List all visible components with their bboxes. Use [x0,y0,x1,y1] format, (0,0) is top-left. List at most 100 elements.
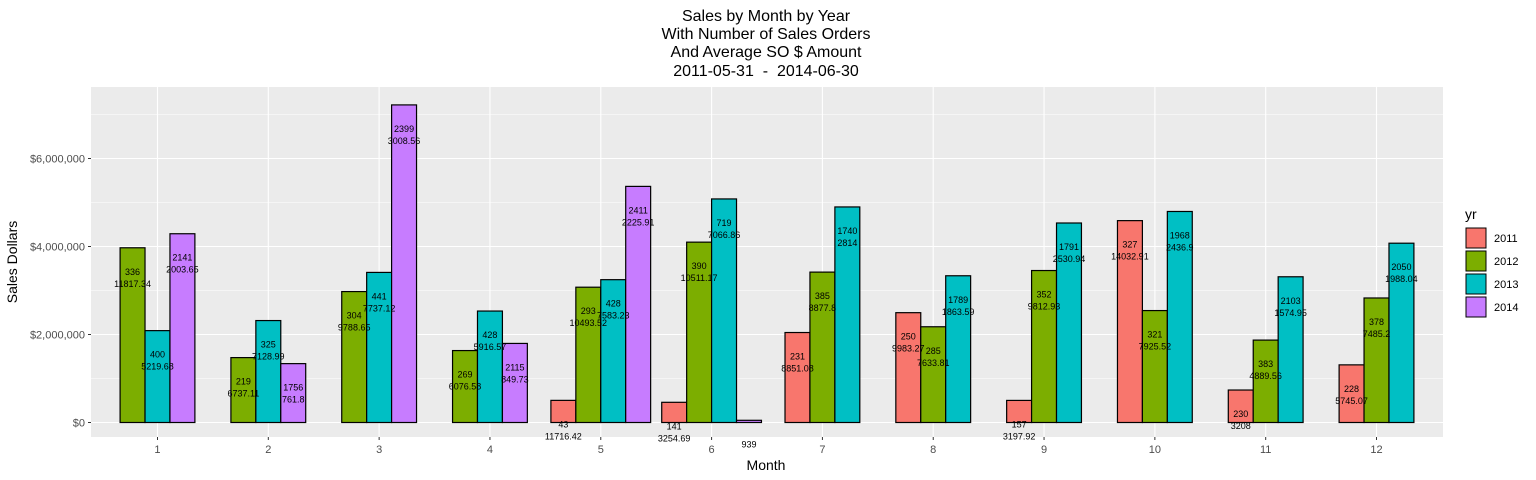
x-tick-label: 5 [598,444,604,456]
bar-label-orders: 390 [692,261,707,271]
bar [390,104,418,424]
bar-label-orders: 293 [581,306,596,316]
bar-label-average: 5745.07 [1335,396,1368,406]
bar-label-orders: 231 [790,352,805,362]
bar-label-orders: 141 [667,421,682,431]
bar-label-orders: 2115 [505,362,524,372]
legend-label: 2012 [1494,256,1518,268]
bar-label-orders: 219 [236,377,251,387]
x-tick-label: 8 [930,444,936,456]
legend-title: yr [1465,206,1477,222]
bar-label-average: 3197.92 [1003,431,1036,441]
bar [1166,210,1193,424]
bar-label-orders: 228 [1344,384,1359,394]
bar-label-orders: 336 [125,267,140,277]
x-tick-label: 1 [154,444,160,456]
bar [169,233,196,424]
bar-label-orders: 352 [1037,290,1052,300]
y-tick-label: $2,000,000 [30,330,85,342]
bar-label-orders: 1791 [1059,242,1079,252]
bar-label-orders: 1968 [1170,230,1190,240]
bar-label-average: 14032.91 [1111,252,1149,262]
x-tick-label: 2 [265,444,271,456]
bar-label-average: 5916.57 [474,342,507,352]
bar [119,247,146,424]
bar [1030,269,1058,424]
bar-label-average: 8877.8 [809,303,837,313]
y-axis-title: Sales Dollars [4,221,20,303]
x-axis-title: Month [747,457,786,473]
bar [661,401,688,424]
bar-label-average: 761.8 [282,395,305,405]
bar-label-orders: 441 [372,291,387,301]
chart-title-line-2: With Number of Sales Orders [662,26,871,43]
bar-label-orders: 43 [558,419,568,429]
bar-label-average: 3208 [1231,421,1251,431]
bar [501,342,528,424]
bar [1388,242,1415,424]
bar [945,275,972,424]
bar-label-orders: 1789 [948,295,968,305]
y-tick-label: $6,000,000 [30,154,85,166]
bar-label-orders: 157 [1012,419,1027,429]
legend: yr 2011 2012 2013 2014 [1465,206,1518,318]
bar-label-average: 2814 [837,238,857,248]
y-axis: $0 $2,000,000 $4,000,000 $6,000,000 [30,154,91,430]
bar-label-average: 1988.04 [1385,274,1418,284]
legend-key [1465,227,1487,249]
legend-key [1465,273,1487,295]
chart-title: Sales by Month by Year With Number of Sa… [662,8,871,80]
x-tick-label: 9 [1041,444,1047,456]
bar [1252,339,1279,424]
bar-label-average: 7066.86 [708,230,741,240]
legend-key [1465,296,1487,318]
bar [255,319,282,424]
bar [735,419,763,424]
bar-label-orders: 2399 [394,124,414,134]
bar-label-average: 2003.65 [166,265,199,275]
bar-label-average: 5219.68 [141,362,174,372]
bar-label-average: 9983.27 [892,344,925,354]
bar-label-average: 1863.59 [942,307,975,317]
x-tick-label: 7 [819,444,825,456]
bar-label-average: 3254.69 [658,433,691,443]
bar-label-average: 1574.95 [1274,308,1307,318]
bar [1277,276,1304,424]
bar-label-orders: 2411 [628,205,647,215]
chart-title-line-4: 2011-05-31 - 2014-06-30 [673,63,859,80]
bar-label-average: 7925.52 [1139,342,1172,352]
x-tick-label: 6 [709,444,715,456]
bar-label-orders: 304 [347,311,362,321]
bar-label-orders: 327 [1122,240,1137,250]
bar [280,363,307,424]
bar-label-orders: 269 [458,370,473,380]
bar [575,286,602,424]
bar [1363,297,1390,424]
bar-label-average: 11817.34 [114,279,151,289]
bar-label-orders: 325 [261,340,276,350]
bar-label-orders: 1740 [837,226,857,236]
bar-label-average: 9788.65 [338,323,371,333]
bar [600,279,627,424]
legend-label: 2013 [1494,279,1518,291]
x-tick-label: 11 [1260,444,1271,456]
bar-label-average: 3008.56 [388,136,421,146]
bar-label-orders: 250 [901,332,916,342]
bar [144,330,171,424]
bar [1338,364,1365,424]
bar-label-average: 2436.9 [1166,242,1194,252]
bar [834,206,861,424]
legend-key [1465,250,1487,272]
bar-label-orders: 428 [606,299,621,309]
bar [1116,220,1144,424]
bar-label-average: 4889.56 [1249,371,1282,381]
bar-label-average: 8851.08 [781,364,814,374]
bar-label-average: 2530.94 [1053,254,1086,264]
bar-label-average: 9812.93 [1028,302,1061,312]
bar-label-average: 10511.17 [681,273,718,283]
x-axis: 1 2 3 4 5 6 7 8 9 10 11 12 [154,437,1383,456]
bar-label-average: 7633.81 [917,358,950,368]
bar-label-orders: 2141 [172,253,192,263]
bar [366,271,393,424]
